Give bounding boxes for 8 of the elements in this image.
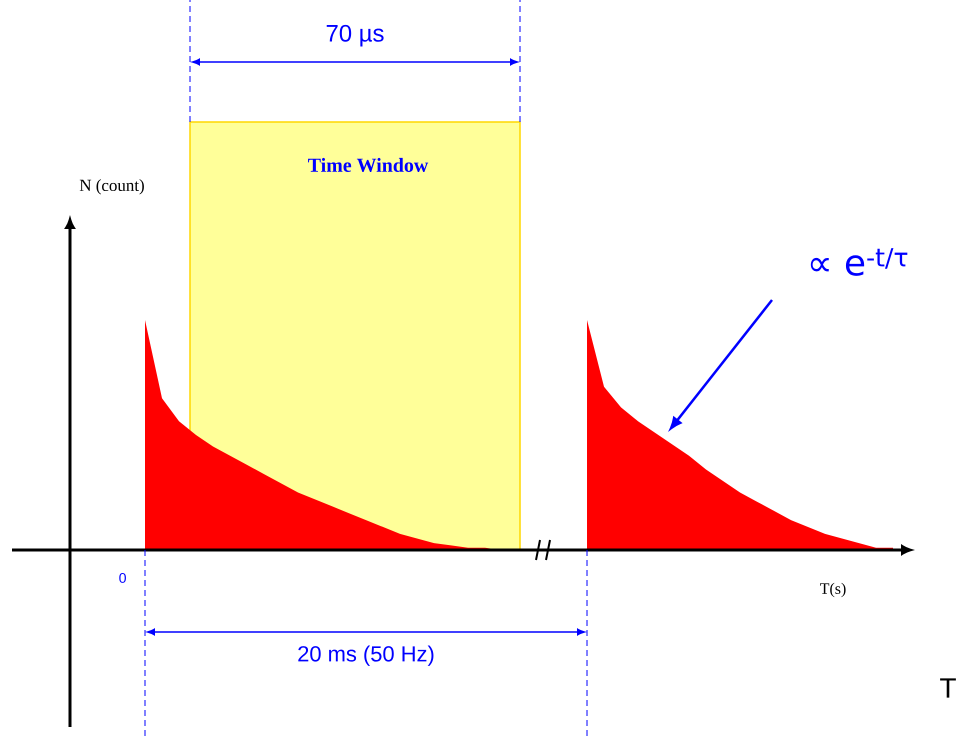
text: 20 ms (50 Hz) (298, 646, 434, 666)
text: 0 (119, 573, 126, 583)
text: ∝ e$^{-t/τ}$ (810, 248, 908, 276)
text: 70 µs (326, 24, 384, 46)
text: N (count) (80, 179, 144, 194)
x-axis-title: T(s) (820, 582, 846, 598)
text: Time Window (308, 158, 428, 172)
text: T (940, 678, 956, 698)
